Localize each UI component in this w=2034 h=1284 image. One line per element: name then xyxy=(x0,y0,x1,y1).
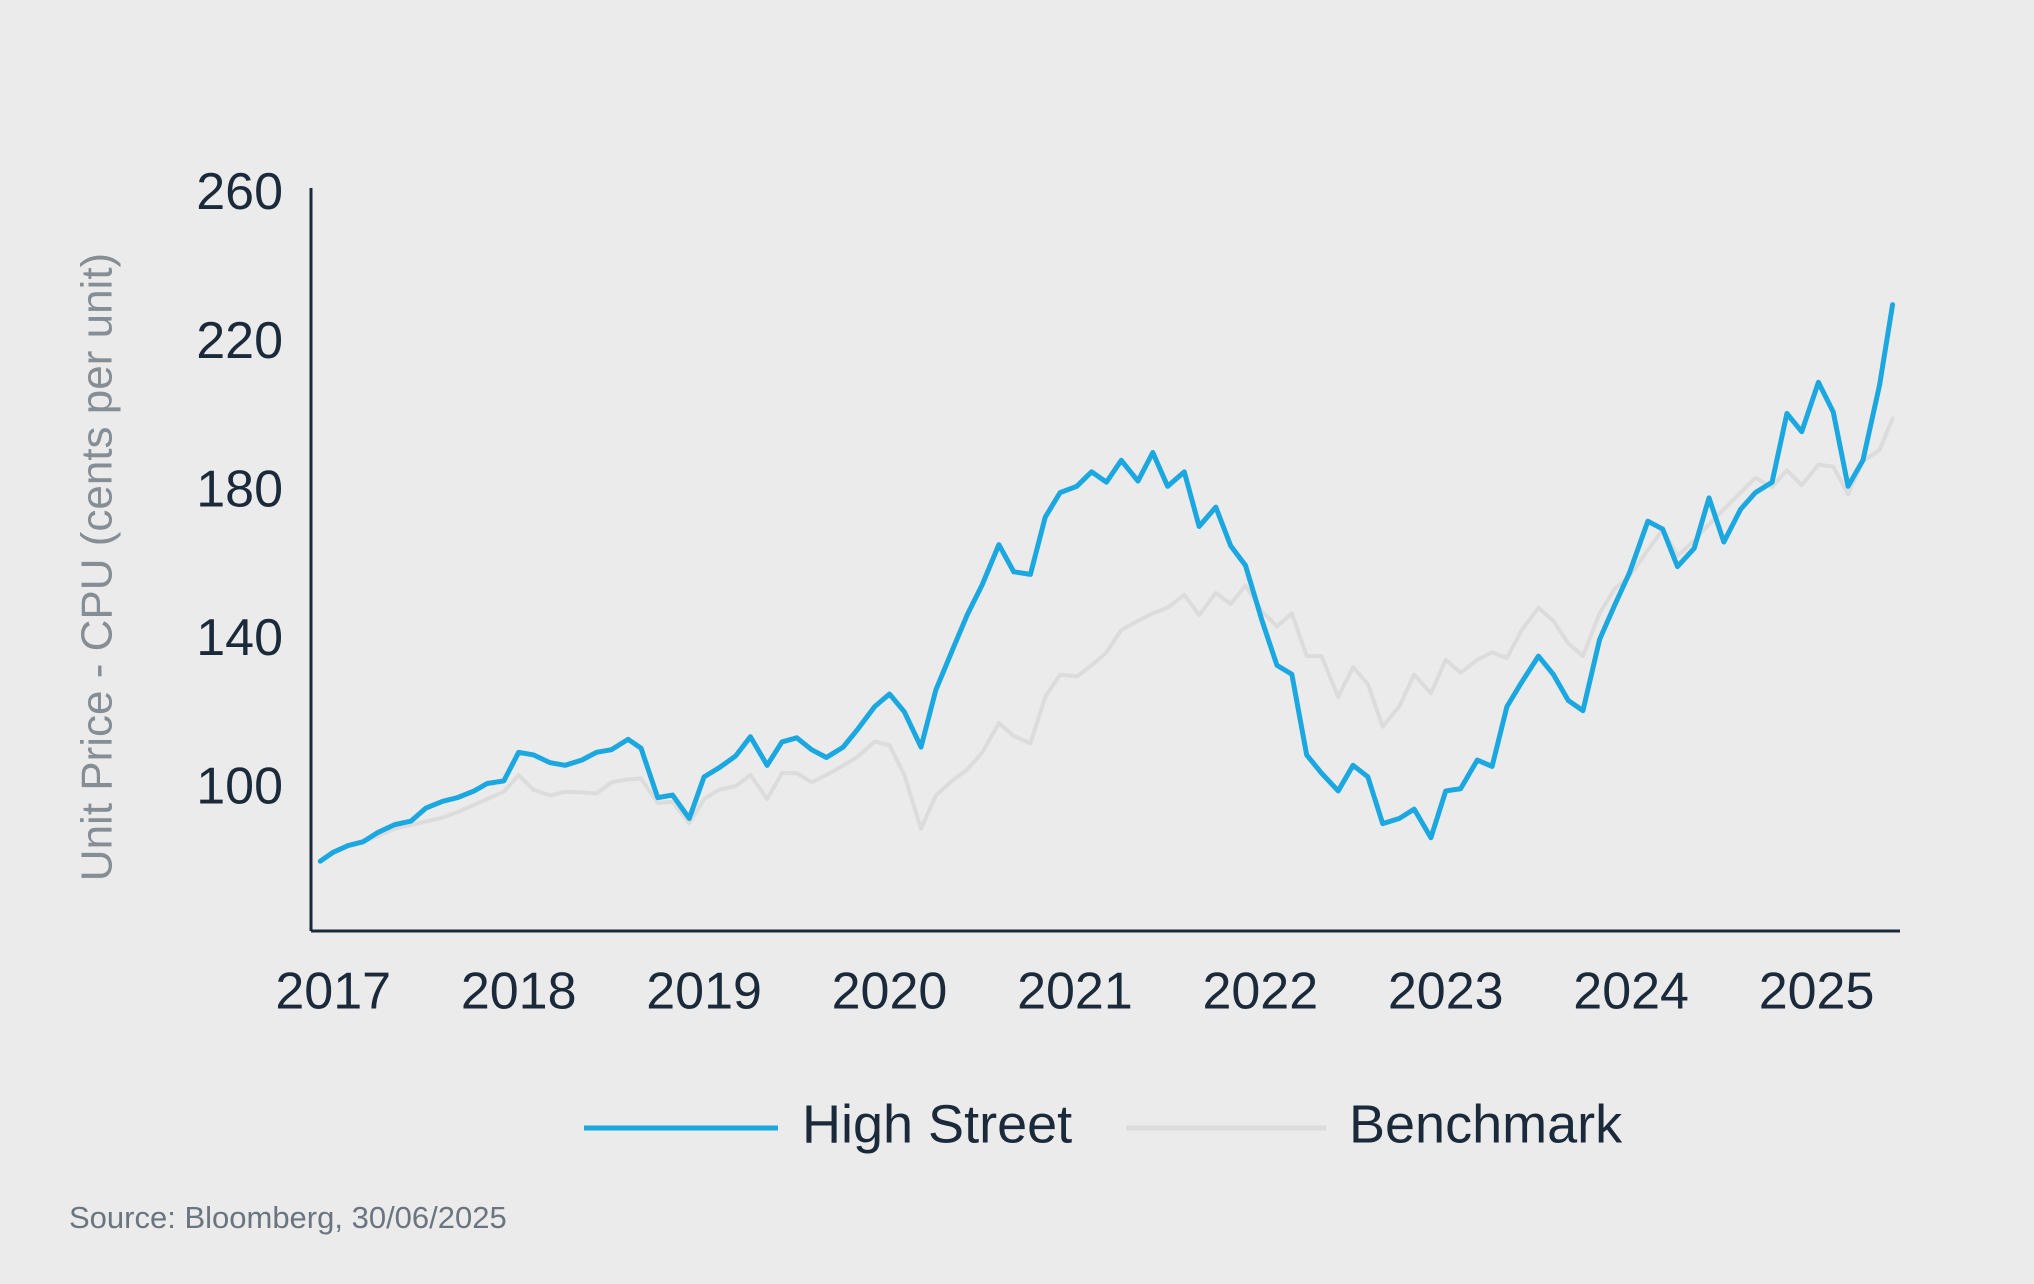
y-axis-title: Unit Price - CPU (cents per unit) xyxy=(73,253,122,881)
legend-label: Benchmark xyxy=(1349,1094,1623,1154)
y-tick-label: 220 xyxy=(196,312,283,370)
y-tick-label: 180 xyxy=(196,460,283,518)
x-tick-label: 2018 xyxy=(461,963,577,1021)
x-tick-label: 2023 xyxy=(1388,963,1504,1021)
y-tick-label: 260 xyxy=(196,163,283,221)
legend-label: High Street xyxy=(802,1094,1072,1154)
series-line xyxy=(318,416,1895,864)
x-tick-label: 2021 xyxy=(1017,963,1133,1021)
source-note: Source: Bloomberg, 30/06/2025 xyxy=(69,1200,507,1235)
x-tick-label: 2025 xyxy=(1759,963,1875,1021)
x-tick-label: 2019 xyxy=(646,963,762,1021)
y-tick-label: 140 xyxy=(196,609,283,667)
y-tick-label: 100 xyxy=(196,758,283,816)
series-line xyxy=(317,302,1896,864)
x-tick-label: 2024 xyxy=(1573,963,1689,1021)
x-tick-label: 2017 xyxy=(275,963,391,1021)
x-tick-label: 2022 xyxy=(1202,963,1318,1021)
x-tick-label: 2020 xyxy=(832,963,948,1021)
